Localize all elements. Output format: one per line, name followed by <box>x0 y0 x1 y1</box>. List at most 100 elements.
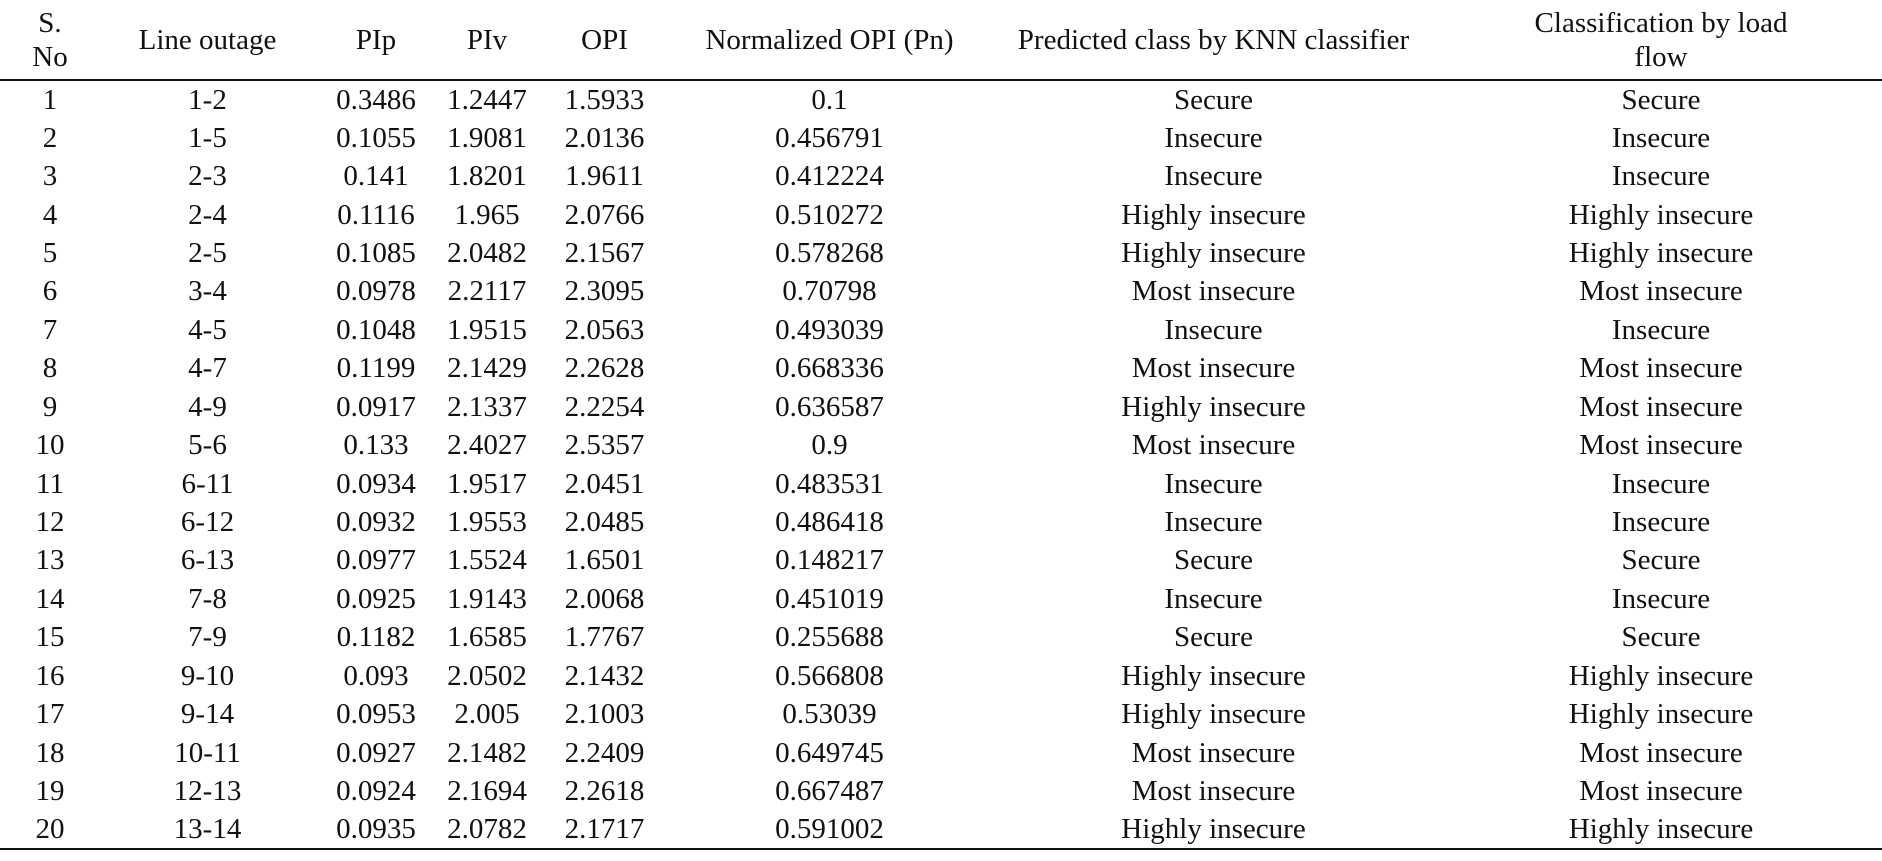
cell-opi: 1.7767 <box>564 621 645 654</box>
cell-opi: 2.1003 <box>564 698 645 731</box>
cell-piv: 1.5524 <box>447 544 527 577</box>
cell-normalized-opi: 0.510272 <box>775 198 884 231</box>
table-row: 1 1-2 0.3486 1.2447 1.5933 0.1 Secure Secure <box>0 80 1882 118</box>
cell-s-no: 20 <box>0 810 100 850</box>
table-row: 3 2-3 0.141 1.8201 1.9611 0.412224 Insecure Ins… <box>0 157 1882 195</box>
cell-pip: 0.141 <box>343 160 409 193</box>
cell-line-outage: 1-5 <box>188 121 227 154</box>
cell-normalized-opi: 0.578268 <box>775 236 884 269</box>
cell-normalized-opi: 0.493039 <box>775 313 884 346</box>
cell-line-outage: 6-11 <box>181 467 234 500</box>
cell-normalized-opi: 0.451019 <box>775 582 884 615</box>
cell-piv: 1.6585 <box>447 621 527 654</box>
cell-pip: 0.0977 <box>336 544 416 577</box>
cell-line-outage: 2-5 <box>188 236 227 269</box>
cell-knn-class: Insecure <box>1164 313 1263 346</box>
table-row: 7 4-5 0.1048 1.9515 2.0563 0.493039 Insecure In… <box>0 311 1882 349</box>
cell-opi: 1.9611 <box>565 160 644 193</box>
cell-pip: 0.1182 <box>336 621 416 654</box>
cell-piv: 2.005 <box>454 698 520 731</box>
cell-load-flow-class: Highly insecure <box>1568 198 1754 231</box>
cell-knn-class: Most insecure <box>1131 736 1296 769</box>
cell-normalized-opi: 0.1 <box>811 83 848 116</box>
cell-pip: 0.0917 <box>336 390 416 423</box>
cell-normalized-opi: 0.668336 <box>775 352 884 385</box>
cell-knn-class: Secure <box>1174 544 1253 577</box>
cell-knn-class: Insecure <box>1164 467 1263 500</box>
cell-knn-class: Insecure <box>1164 582 1263 615</box>
header-s-no-text: S. No <box>32 6 68 73</box>
cell-load-flow-class: Insecure <box>1611 506 1711 539</box>
cell-normalized-opi: 0.591002 <box>672 810 987 850</box>
header-opi: OPI <box>537 0 672 81</box>
table-row: 12 6-12 0.0932 1.9553 2.0485 0.486418 Insecure… <box>0 503 1882 541</box>
cell-piv: 2.1694 <box>447 775 527 808</box>
cell-knn-class: Most insecure <box>1131 352 1296 385</box>
table-row: 20 13-14 0.0935 2.0782 2.1717 0.591002 Highly … <box>0 810 1882 850</box>
cell-normalized-opi: 0.9 <box>811 429 848 462</box>
table-body: 1 1-2 0.3486 1.2447 1.5933 0.1 Secure Secure 2 1-… <box>0 80 1882 850</box>
cell-knn-class: Insecure <box>1164 121 1263 154</box>
cell-opi: 2.3095 <box>564 275 645 308</box>
cell-pip: 0.0925 <box>336 582 416 615</box>
cell-s-no: 14 <box>35 582 65 615</box>
cell-pip: 0.1085 <box>336 236 416 269</box>
cell-piv: 2.1337 <box>447 390 527 423</box>
cell-normalized-opi: 0.636587 <box>775 390 884 423</box>
cell-line-outage: 12-13 <box>173 775 242 808</box>
cell-piv: 2.4027 <box>447 429 527 462</box>
table-row: 17 9-14 0.0953 2.005 2.1003 0.53039 Highly ins… <box>0 695 1882 733</box>
cell-line-outage: 9-10 <box>180 659 235 692</box>
cell-piv: 1.8201 <box>447 160 527 193</box>
cell-s-no: 15 <box>35 621 65 654</box>
cell-opi: 2.0766 <box>564 198 645 231</box>
table-row: 10 5-6 0.133 2.4027 2.5357 0.9 Most insecure Mo… <box>0 426 1882 464</box>
cell-load-flow-class: Most insecure <box>1579 736 1743 769</box>
cell-opi: 2.2628 <box>564 352 645 385</box>
cell-piv: 1.9517 <box>447 467 527 500</box>
cell-opi: 2.2409 <box>564 736 645 769</box>
cell-normalized-opi: 0.70798 <box>782 275 877 308</box>
cell-knn-class: Most insecure <box>1131 275 1296 308</box>
cell-knn-class: Secure <box>1174 621 1253 654</box>
cell-load-flow-class: Most insecure <box>1579 275 1743 308</box>
cell-line-outage: 4-5 <box>188 313 227 346</box>
cell-knn-class: Most insecure <box>1131 775 1296 808</box>
cell-load-flow-class: Insecure <box>1611 160 1711 193</box>
cell-opi: 2.2618 <box>564 775 645 808</box>
cell-opi: 2.0485 <box>564 506 645 539</box>
cell-pip: 0.0927 <box>336 736 416 769</box>
cell-s-no: 13 <box>35 544 65 577</box>
cell-load-flow-class: Insecure <box>1611 313 1711 346</box>
cell-pip: 0.1055 <box>336 121 416 154</box>
cell-s-no: 10 <box>35 429 65 462</box>
cell-knn-class: Insecure <box>1164 506 1263 539</box>
cell-opi: 2.5357 <box>564 429 645 462</box>
cell-opi: 2.0068 <box>564 582 645 615</box>
cell-normalized-opi: 0.412224 <box>775 160 884 193</box>
table-row: 16 9-10 0.093 2.0502 2.1432 0.566808 Highly in… <box>0 657 1882 695</box>
cell-line-outage: 3-4 <box>188 275 227 308</box>
table-row: 19 12-13 0.0924 2.1694 2.2618 0.667487 Most in… <box>0 772 1882 810</box>
cell-normalized-opi: 0.667487 <box>775 775 884 808</box>
cell-s-no: 6 <box>42 275 58 308</box>
cell-line-outage: 13-14 <box>100 810 315 850</box>
header-pip: PIp <box>315 0 437 81</box>
cell-pip: 0.0953 <box>336 698 416 731</box>
header-row: S. No Line outage PIp PIv OPI Normalized… <box>0 0 1882 81</box>
cell-opi: 1.6501 <box>564 544 645 577</box>
cell-piv: 1.9143 <box>447 582 527 615</box>
cell-pip: 0.1048 <box>336 313 416 346</box>
cell-opi: 2.1567 <box>564 236 645 269</box>
table-row: 8 4-7 0.1199 2.1429 2.2628 0.668336 Most insec… <box>0 349 1882 387</box>
cell-s-no: 19 <box>35 775 65 808</box>
cell-piv: 2.2117 <box>447 275 527 308</box>
cell-load-flow-class: Insecure <box>1611 582 1711 615</box>
cell-pip: 0.1199 <box>336 352 416 385</box>
cell-line-outage: 10-11 <box>174 736 241 769</box>
table-row: 9 4-9 0.0917 2.1337 2.2254 0.636587 Highly ins… <box>0 388 1882 426</box>
cell-knn-class: Most insecure <box>1131 429 1296 462</box>
cell-load-flow-class: Insecure <box>1611 467 1711 500</box>
cell-s-no: 5 <box>42 236 58 269</box>
